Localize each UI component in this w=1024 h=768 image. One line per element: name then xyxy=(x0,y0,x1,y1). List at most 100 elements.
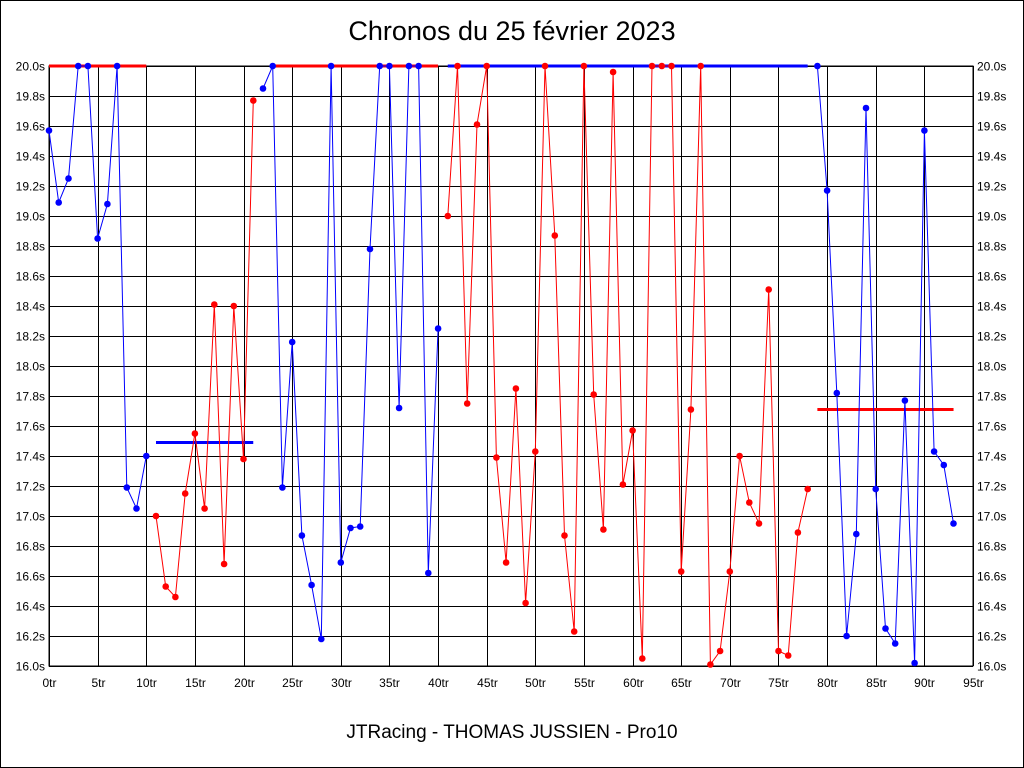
data-point xyxy=(94,235,101,242)
y-tick-label-left: 16.8s xyxy=(16,540,45,554)
y-tick-label-left: 16.6s xyxy=(16,570,45,584)
x-tick-label: 65tr xyxy=(671,676,692,690)
y-tick-label-left: 16.0s xyxy=(16,660,45,674)
data-point xyxy=(716,647,724,655)
y-tick-label-left: 17.2s xyxy=(16,480,45,494)
data-point xyxy=(629,427,636,434)
y-tick-label-right: 19.6s xyxy=(977,120,1006,134)
data-point xyxy=(833,389,841,397)
data-point xyxy=(940,461,948,469)
data-point xyxy=(279,484,286,491)
y-tick-label-left: 18.0s xyxy=(16,360,45,374)
data-point xyxy=(794,529,802,536)
y-tick-label-right: 20.0s xyxy=(977,60,1006,74)
y-tick-label-right: 16.8s xyxy=(977,540,1006,554)
tick-labels: 0tr 5tr 10tr 15tr 20tr 25tr 30tr 35tr 40tr 45tr 50… xyxy=(16,60,1007,691)
data-point xyxy=(901,397,909,404)
y-tick-label-left: 17.0s xyxy=(16,510,45,524)
data-point xyxy=(152,512,160,520)
y-tick-label-left: 16.4s xyxy=(16,600,45,614)
y-tick-label-right: 17.2s xyxy=(977,480,1006,494)
data-point xyxy=(172,593,179,601)
data-point xyxy=(862,104,870,112)
data-point xyxy=(853,530,860,538)
data-point xyxy=(347,524,354,532)
x-tick-label: 75tr xyxy=(768,676,789,690)
data-point xyxy=(551,232,559,239)
x-tick-label: 0tr xyxy=(42,676,56,690)
data-point xyxy=(512,385,520,392)
y-tick-label-right: 18.4s xyxy=(977,300,1006,314)
x-tick-label: 35tr xyxy=(379,676,400,690)
data-point xyxy=(74,62,82,70)
y-tick-label-right: 16.6s xyxy=(977,570,1006,584)
x-tick-label: 85tr xyxy=(866,676,887,690)
x-tick-label: 10tr xyxy=(136,676,157,690)
data-point xyxy=(143,452,150,460)
data-point xyxy=(784,652,792,659)
data-point xyxy=(502,559,510,566)
y-tick-label-right: 17.8s xyxy=(977,390,1006,404)
series-line xyxy=(447,65,809,667)
data-point xyxy=(755,520,763,527)
data-point xyxy=(454,62,461,70)
data-point xyxy=(327,62,335,70)
data-point xyxy=(736,452,743,460)
chart-title: Chronos du 25 février 2023 xyxy=(348,16,676,46)
y-tick-label-right: 17.6s xyxy=(977,420,1006,434)
data-point xyxy=(366,245,374,253)
data-point xyxy=(590,391,597,398)
data-point xyxy=(133,505,140,512)
data-point xyxy=(308,581,315,589)
x-tick-label: 40tr xyxy=(428,676,449,690)
y-tick-label-left: 16.2s xyxy=(16,630,45,644)
y-tick-label-right: 19.8s xyxy=(977,90,1006,104)
data-point xyxy=(921,127,928,134)
data-point xyxy=(395,404,403,412)
data-point xyxy=(434,325,442,332)
data-point xyxy=(259,85,267,92)
y-tick-label-left: 20.0s xyxy=(16,60,45,74)
data-point xyxy=(493,454,500,461)
data-point xyxy=(658,62,666,70)
y-tick-label-right: 18.2s xyxy=(977,330,1006,344)
data-point xyxy=(337,559,345,566)
x-tick-label: 80tr xyxy=(817,676,838,690)
data-point xyxy=(823,187,831,194)
y-tick-label-left: 18.2s xyxy=(16,330,45,344)
data-point xyxy=(84,62,92,70)
data-point xyxy=(386,62,393,70)
data-point xyxy=(668,62,675,70)
data-point xyxy=(677,568,685,575)
data-point xyxy=(162,583,169,590)
data-point xyxy=(950,520,957,527)
data-point xyxy=(697,62,704,70)
average-lines xyxy=(49,64,954,444)
data-point xyxy=(473,121,481,128)
data-point xyxy=(483,62,491,70)
data-point xyxy=(113,62,121,70)
data-point xyxy=(532,448,539,455)
y-tick-label-right: 17.4s xyxy=(977,450,1006,464)
data-point xyxy=(804,485,811,493)
data-point xyxy=(580,62,588,70)
x-tick-label: 90tr xyxy=(914,676,935,690)
y-tick-label-left: 18.4s xyxy=(16,300,45,314)
x-tick-label: 20tr xyxy=(234,676,255,690)
data-point xyxy=(648,62,656,70)
data-point xyxy=(746,499,753,506)
data-point xyxy=(522,599,529,607)
data-point xyxy=(201,505,208,512)
y-tick-label-left: 17.8s xyxy=(16,390,45,404)
y-tick-label-right: 19.0s xyxy=(977,210,1006,224)
data-point xyxy=(123,484,131,491)
data-point xyxy=(104,200,111,208)
y-tick-label-left: 19.6s xyxy=(16,120,45,134)
y-tick-label-right: 16.0s xyxy=(977,660,1006,674)
data-point xyxy=(230,302,238,310)
y-tick-label-left: 18.6s xyxy=(16,270,45,284)
data-point xyxy=(891,640,899,647)
x-tick-label: 55tr xyxy=(574,676,595,690)
data-point xyxy=(288,338,296,346)
